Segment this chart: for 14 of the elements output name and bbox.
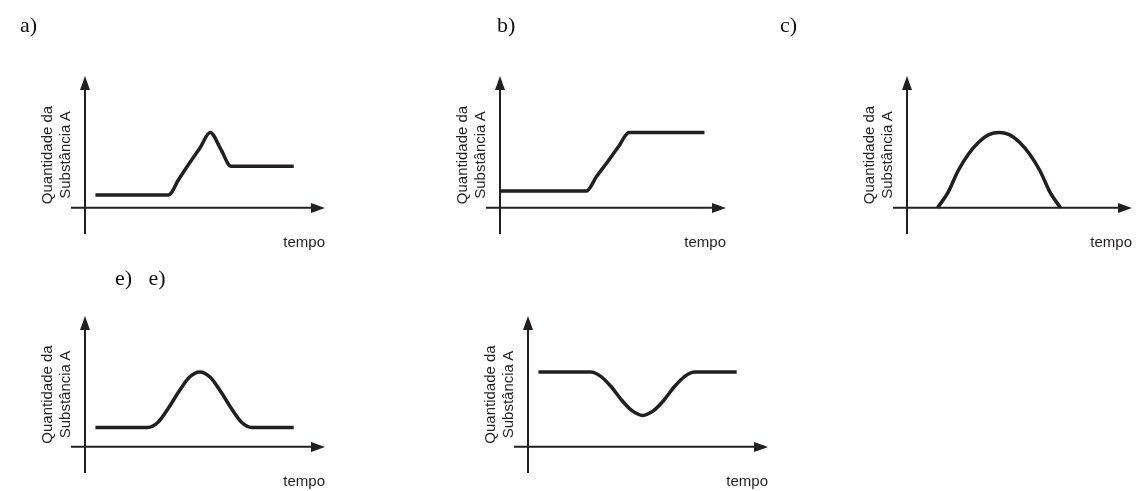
x-axis-title: tempo bbox=[283, 472, 325, 490]
y-axis-title: Quantidade da Substância A bbox=[38, 105, 74, 205]
x-axis-title: tempo bbox=[684, 233, 726, 251]
y-axis-title: Quantidade da Substância A bbox=[38, 344, 74, 444]
y-axis-title: Quantidade da Substância A bbox=[860, 105, 896, 205]
chart-title: a) bbox=[20, 12, 38, 38]
y-axis-title: Quantidade da Substância A bbox=[481, 344, 517, 444]
x-axis-title: tempo bbox=[1090, 233, 1132, 251]
x-axis-title: tempo bbox=[726, 472, 768, 490]
x-axis-title: tempo bbox=[283, 233, 325, 251]
chart-title: c) bbox=[780, 12, 798, 38]
chart-title: b) bbox=[497, 12, 516, 38]
chart-title: e) e) bbox=[115, 265, 166, 291]
y-axis-title: Quantidade da Substância A bbox=[453, 105, 489, 205]
